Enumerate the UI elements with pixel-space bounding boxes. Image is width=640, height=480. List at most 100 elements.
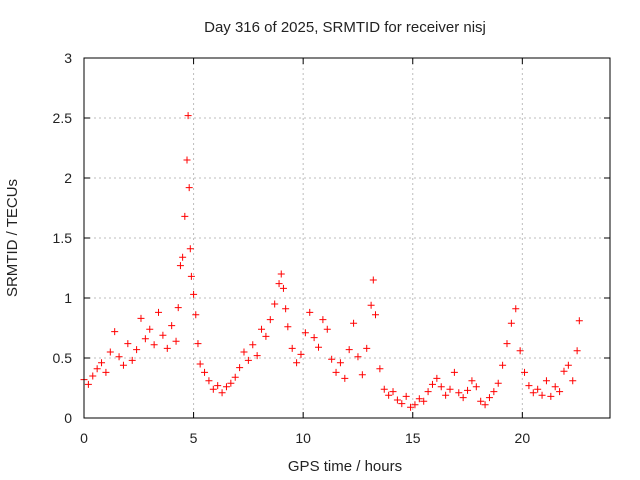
data-point	[174, 304, 182, 312]
data-point	[179, 253, 187, 261]
x-axis-label: GPS time / hours	[288, 458, 402, 475]
data-point	[525, 382, 533, 390]
data-point	[442, 391, 450, 399]
data-point	[328, 355, 336, 363]
data-point	[282, 305, 290, 313]
data-point	[367, 301, 375, 309]
data-point	[332, 368, 340, 376]
data-point	[310, 334, 318, 342]
data-point	[575, 317, 583, 325]
y-axis-tick-labels: 0 0.5 1 1.5 2 2.5 3	[53, 50, 73, 426]
data-point	[249, 341, 257, 349]
data-point	[119, 361, 127, 369]
data-point	[538, 391, 546, 399]
data-point	[194, 340, 202, 348]
x-axis-tick-labels: 0 5 10 15 20	[80, 430, 530, 446]
chart-title: Day 316 of 2025, SRMTID for receiver nis…	[204, 19, 486, 36]
data-point	[187, 272, 195, 280]
y-tick-label: 3	[64, 50, 72, 66]
data-point	[393, 396, 401, 404]
data-point	[266, 316, 274, 324]
data-point	[437, 383, 445, 391]
data-point	[323, 325, 331, 333]
data-point	[477, 397, 485, 405]
data-point	[115, 353, 123, 361]
data-point	[159, 331, 167, 339]
data-point	[534, 385, 542, 393]
data-point	[172, 337, 180, 345]
data-point	[446, 385, 454, 393]
data-points	[80, 112, 583, 411]
data-point	[284, 323, 292, 331]
data-point	[185, 184, 193, 192]
data-point	[236, 364, 244, 372]
data-point	[150, 341, 158, 349]
data-point	[240, 348, 248, 356]
data-point	[542, 377, 550, 385]
data-point	[341, 374, 349, 382]
data-point	[141, 335, 149, 343]
x-tick-label: 10	[295, 430, 311, 446]
data-point	[380, 385, 388, 393]
data-point	[564, 361, 572, 369]
data-point	[455, 389, 463, 397]
data-point	[376, 365, 384, 373]
data-point	[297, 350, 305, 358]
data-point	[192, 311, 200, 319]
data-point	[512, 305, 520, 313]
data-point	[494, 379, 502, 387]
data-point	[433, 374, 441, 382]
data-point	[468, 377, 476, 385]
data-point	[521, 368, 529, 376]
y-tick-label: 2.5	[53, 110, 73, 126]
data-point	[499, 361, 507, 369]
data-point	[209, 385, 217, 393]
data-point	[389, 388, 397, 396]
data-point	[89, 372, 97, 380]
data-point	[155, 308, 163, 316]
data-point	[181, 212, 189, 220]
data-point	[275, 280, 283, 288]
data-point	[556, 388, 564, 396]
data-point	[450, 368, 458, 376]
data-point	[415, 395, 423, 403]
data-point	[184, 112, 192, 120]
data-point	[227, 379, 235, 387]
data-point	[133, 346, 141, 354]
data-point	[371, 311, 379, 319]
data-point	[146, 325, 154, 333]
data-point	[424, 388, 432, 396]
x-tick-label: 20	[515, 430, 531, 446]
y-tick-label: 0	[64, 410, 72, 426]
data-point	[186, 245, 194, 253]
data-point	[163, 344, 171, 352]
data-point	[315, 343, 323, 351]
data-point	[288, 344, 296, 352]
data-point	[516, 347, 524, 355]
data-point	[481, 401, 489, 409]
data-point	[98, 359, 106, 367]
data-point	[84, 380, 92, 388]
data-point	[301, 329, 309, 337]
data-point	[551, 383, 559, 391]
data-point	[363, 344, 371, 352]
y-tick-label: 0.5	[53, 350, 73, 366]
data-point	[503, 340, 511, 348]
data-point	[196, 360, 204, 368]
data-point	[205, 377, 213, 385]
y-tick-label: 1	[64, 290, 72, 306]
data-point	[560, 367, 568, 375]
data-point	[459, 394, 467, 402]
data-point	[279, 284, 287, 292]
data-point	[253, 352, 261, 360]
data-point	[124, 340, 132, 348]
data-point	[345, 346, 353, 354]
data-point	[369, 276, 377, 284]
data-point	[569, 377, 577, 385]
data-point	[398, 400, 406, 408]
plot-frame	[83, 57, 611, 419]
data-point	[137, 314, 145, 322]
data-point	[529, 389, 537, 397]
data-point	[190, 290, 198, 298]
data-point	[507, 319, 515, 327]
